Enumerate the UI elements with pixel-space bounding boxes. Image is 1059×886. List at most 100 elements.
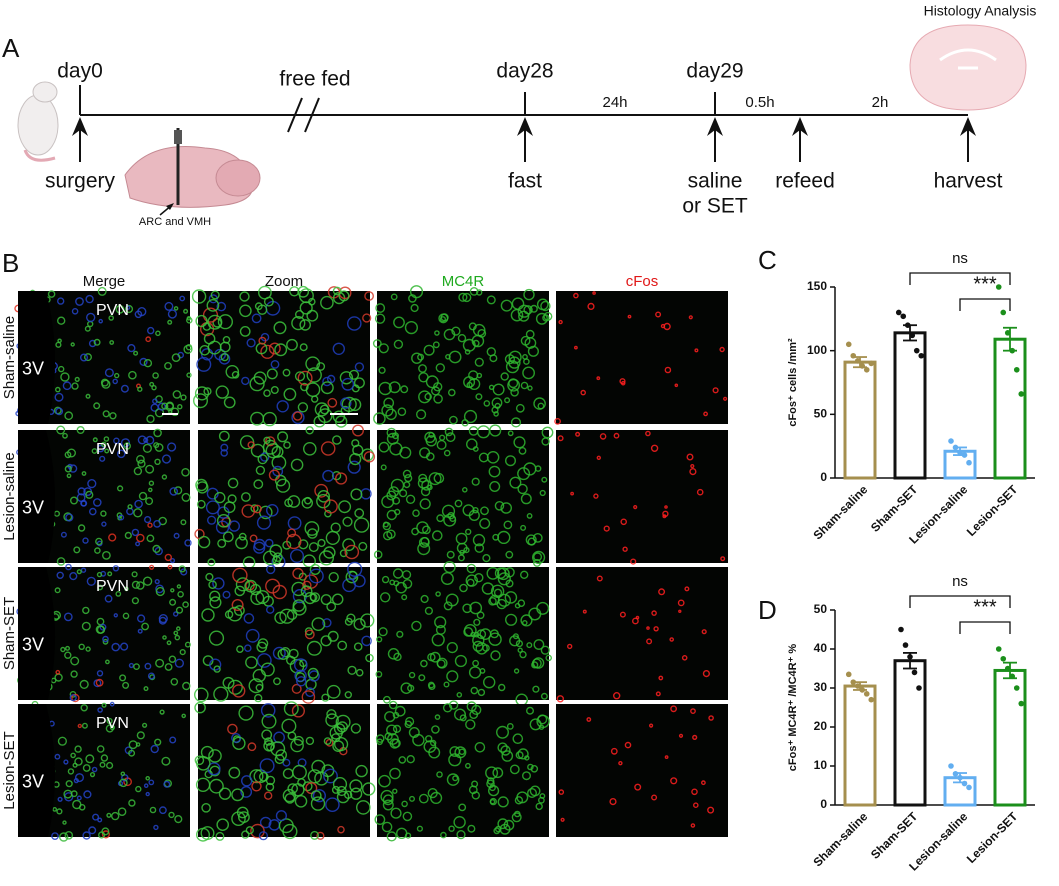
cell [183, 308, 189, 314]
cell [294, 669, 307, 682]
cell [169, 557, 176, 564]
cell [118, 514, 125, 521]
cell [418, 793, 429, 804]
cell [158, 806, 167, 815]
cell [251, 313, 262, 324]
cell [216, 514, 231, 528]
cell [376, 636, 383, 643]
cell [70, 342, 75, 347]
bar [993, 337, 1027, 480]
cell [332, 342, 345, 355]
cell [327, 397, 338, 408]
cell [161, 454, 172, 464]
cell [645, 430, 651, 437]
cell [444, 427, 454, 437]
cell [505, 360, 520, 374]
cell [336, 785, 347, 797]
cell [306, 309, 319, 322]
bar [843, 684, 877, 807]
cell [527, 788, 538, 799]
bar [893, 659, 927, 807]
cell [507, 378, 520, 392]
cell [513, 436, 526, 449]
cell [378, 627, 388, 637]
cell [409, 795, 416, 802]
x-tick-label: Sham-saline [810, 482, 870, 542]
cell [427, 653, 436, 662]
cell [316, 494, 331, 509]
cell [318, 550, 335, 566]
cell [362, 782, 376, 796]
cell [468, 370, 479, 381]
cell [350, 723, 362, 734]
cell [142, 576, 153, 586]
cell [169, 736, 177, 744]
cell [122, 681, 130, 689]
cell [463, 409, 478, 424]
cell [222, 531, 234, 543]
cell [382, 695, 391, 704]
cell [613, 692, 621, 700]
cell [475, 393, 483, 401]
cell [310, 796, 326, 811]
cell [339, 549, 348, 558]
cell [440, 313, 449, 322]
cell [259, 758, 275, 774]
cell [81, 621, 91, 631]
cell [76, 426, 85, 435]
cell [195, 314, 208, 328]
cell [73, 777, 79, 784]
brain-coronal-illustration [909, 24, 1027, 111]
cell [82, 764, 91, 772]
cell [257, 304, 268, 315]
cell [228, 520, 241, 532]
cell [178, 565, 186, 573]
cell [167, 564, 173, 570]
cell [323, 546, 336, 559]
cell [124, 304, 134, 314]
cell [282, 758, 291, 767]
cell [353, 618, 366, 631]
cell [124, 531, 132, 540]
cell [177, 404, 183, 410]
cell [148, 779, 155, 786]
y-tick-label: 50 [814, 407, 828, 421]
cell [262, 411, 277, 427]
cell [509, 764, 520, 775]
cell [112, 378, 118, 385]
cell [677, 599, 685, 607]
cell [177, 591, 184, 598]
cell [194, 701, 206, 714]
cell [696, 488, 704, 496]
cell [324, 509, 332, 518]
micrograph [556, 430, 728, 563]
cell [354, 508, 365, 519]
data-point [868, 360, 875, 367]
cell [119, 674, 127, 682]
cell [492, 767, 504, 779]
y-axis-label: cFos⁺ cells /mm² [787, 338, 799, 427]
cell [173, 486, 183, 495]
cell [557, 435, 564, 442]
cell [305, 382, 321, 398]
significance-label: ns [952, 573, 968, 590]
cell [314, 483, 329, 498]
cell [265, 782, 275, 792]
cell [215, 385, 230, 399]
cell [420, 659, 428, 668]
cell [364, 291, 374, 301]
cell [167, 309, 178, 319]
cell [147, 487, 153, 493]
cell [325, 797, 340, 813]
cell [85, 646, 91, 652]
cell [476, 611, 485, 620]
y-tick-label: 150 [807, 279, 827, 293]
histology-title: Histology Analysis [924, 3, 1037, 19]
cell [151, 385, 157, 391]
cell [472, 323, 486, 337]
cell [255, 683, 264, 692]
cell [322, 376, 332, 387]
data-point [957, 449, 963, 456]
cell [99, 455, 106, 462]
cell [474, 742, 486, 753]
